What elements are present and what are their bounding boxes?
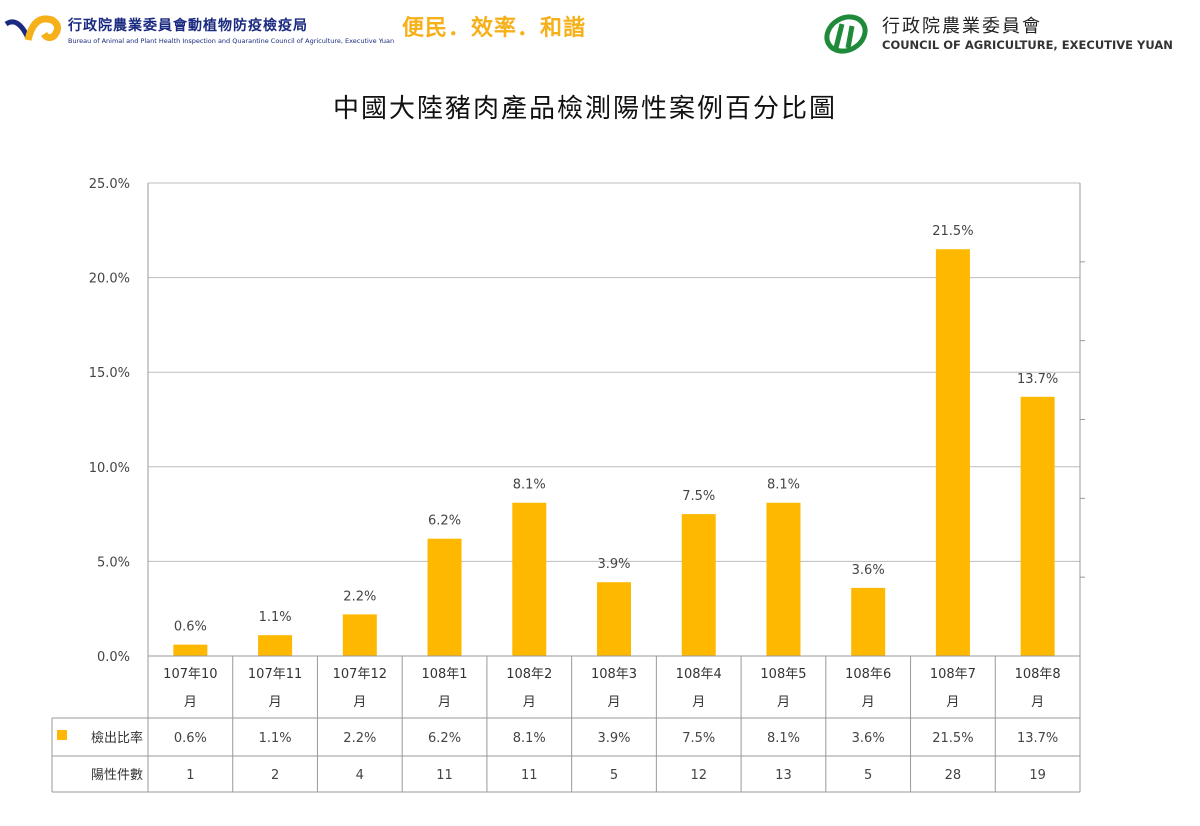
table-cell: 1.1% <box>259 731 292 746</box>
bar <box>342 614 377 656</box>
bar <box>1020 396 1055 656</box>
category-label: 月 <box>777 695 790 710</box>
category-label: 108年6 <box>845 667 891 682</box>
category-label: 108年2 <box>506 667 552 682</box>
category-label: 108年7 <box>930 667 976 682</box>
bar <box>512 502 547 656</box>
category-label: 月 <box>184 695 197 710</box>
category-label: 月 <box>946 695 959 710</box>
y-tick-label: 15.0% <box>89 366 130 381</box>
category-label: 月 <box>692 695 705 710</box>
table-cell: 5 <box>610 768 618 783</box>
table-cell: 13.7% <box>1017 731 1058 746</box>
baphiq-logo: 行政院農業委員會動植物防疫檢疫局 Bureau of Animal and Pl… <box>4 10 394 50</box>
y-tick-label: 5.0% <box>97 555 130 570</box>
coa-logo: 行政院農業委員會 COUNCIL OF AGRICULTURE, EXECUTI… <box>822 10 1173 54</box>
bar <box>173 644 208 656</box>
category-label: 月 <box>523 695 536 710</box>
table-cell: 1 <box>186 768 194 783</box>
table-row-label: 檢出比率 <box>91 730 143 746</box>
table-cell: 2.2% <box>343 731 376 746</box>
category-label: 月 <box>1031 695 1044 710</box>
table-cell: 8.1% <box>513 731 546 746</box>
baphiq-name-en: Bureau of Animal and Plant Health Inspec… <box>68 37 395 45</box>
category-label: 月 <box>607 695 620 710</box>
table-cell: 2 <box>271 768 279 783</box>
category-label: 108年1 <box>421 667 467 682</box>
table-row-label: 陽性件數 <box>91 768 143 783</box>
data-label: 2.2% <box>343 589 376 604</box>
table-cell: 7.5% <box>682 731 715 746</box>
y-tick-label: 25.0% <box>89 177 130 192</box>
data-label: 21.5% <box>932 224 973 239</box>
bar <box>935 249 970 656</box>
bar <box>681 514 716 656</box>
data-label: 13.7% <box>1017 372 1058 387</box>
baphiq-emblem-icon <box>4 15 61 42</box>
table-cell: 19 <box>1029 768 1046 783</box>
coa-name-en: COUNCIL OF AGRICULTURE, EXECUTIVE YUAN <box>882 38 1173 52</box>
y-tick-label: 0.0% <box>97 650 130 665</box>
y-tick-label: 20.0% <box>89 272 130 287</box>
category-label: 月 <box>269 695 282 710</box>
header: 行政院農業委員會動植物防疫檢疫局 Bureau of Animal and Pl… <box>0 0 1200 60</box>
table-cell: 12 <box>690 768 707 783</box>
data-label: 0.6% <box>174 620 207 635</box>
data-label: 1.1% <box>259 610 292 625</box>
bar <box>258 635 293 656</box>
category-label: 月 <box>862 695 875 710</box>
table-cell: 28 <box>945 768 962 783</box>
table-cell: 11 <box>521 768 538 783</box>
table-cell: 4 <box>356 768 364 783</box>
category-label: 107年10 <box>163 667 217 682</box>
table-cell: 13 <box>775 768 792 783</box>
data-label: 3.6% <box>852 563 885 578</box>
table-cell: 3.9% <box>597 731 630 746</box>
category-label: 107年12 <box>333 667 387 682</box>
data-label: 8.1% <box>767 478 800 493</box>
chart-title: 中國大陸豬肉產品檢測陽性案例百分比圖 <box>332 94 837 124</box>
category-label: 月 <box>353 695 366 710</box>
data-label: 3.9% <box>597 557 630 572</box>
coa-name-zh: 行政院農業委員會 <box>882 16 1042 37</box>
y-tick-label: 10.0% <box>89 461 130 476</box>
table-cell: 0.6% <box>174 731 207 746</box>
category-label: 108年4 <box>676 667 722 682</box>
baphiq-name-zh: 行政院農業委員會動植物防疫檢疫局 <box>68 18 308 34</box>
bar <box>597 582 631 656</box>
category-label: 108年3 <box>591 667 637 682</box>
category-label: 月 <box>438 695 451 710</box>
table-cell: 11 <box>436 768 453 783</box>
data-label: 7.5% <box>682 489 715 504</box>
data-label: 8.1% <box>513 478 546 493</box>
table-cell: 5 <box>864 768 872 783</box>
bar <box>851 587 886 656</box>
category-label: 108年8 <box>1015 667 1061 682</box>
category-label: 107年11 <box>248 667 302 682</box>
legend-swatch <box>57 730 67 740</box>
bar <box>427 538 462 656</box>
table-cell: 3.6% <box>852 731 885 746</box>
data-label: 6.2% <box>428 514 461 529</box>
table-cell: 6.2% <box>428 731 461 746</box>
category-label: 108年5 <box>760 667 806 682</box>
slogan: 便民．效率．和諧 <box>402 16 587 41</box>
table-cell: 21.5% <box>932 731 973 746</box>
table-cell: 8.1% <box>767 731 800 746</box>
coa-emblem-icon <box>824 14 868 54</box>
bar <box>766 502 801 656</box>
